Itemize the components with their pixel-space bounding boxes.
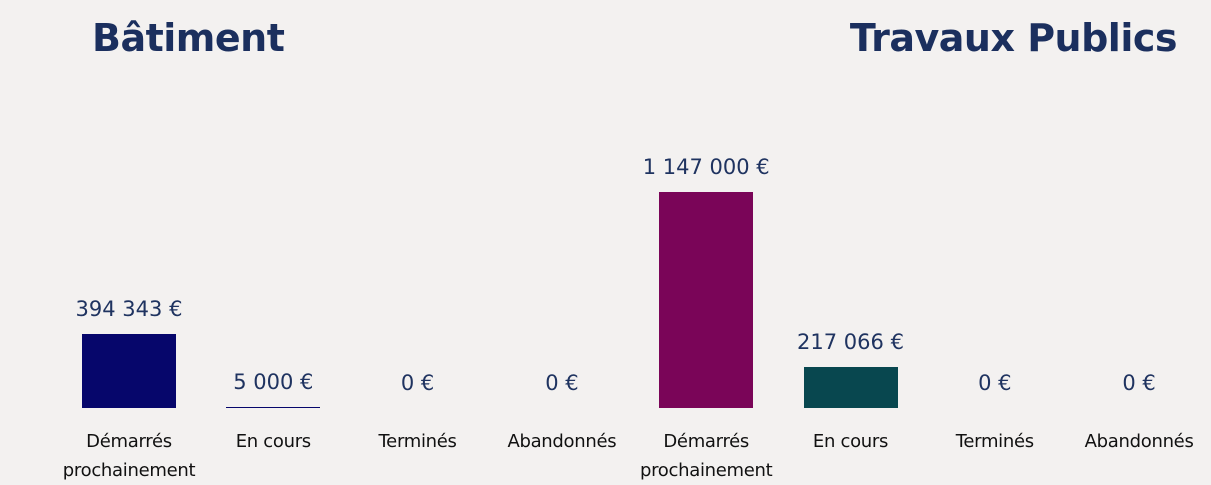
chart-title: Bâtiment <box>92 16 285 60</box>
value-label: 0 € <box>545 371 579 395</box>
category-label: Abandonnés <box>507 431 617 452</box>
bar <box>226 407 321 408</box>
value-label: 217 066 € <box>797 330 904 355</box>
category-label: En cours <box>235 431 312 452</box>
value-label: 0 € <box>1122 371 1156 395</box>
value-label: 0 € <box>978 371 1012 395</box>
bar <box>803 367 898 408</box>
category-label: Démarrés prochainement <box>639 431 773 481</box>
value-label: 5 000 € <box>233 370 314 395</box>
category-label: Démarrés prochainement <box>62 431 196 481</box>
bar <box>659 192 754 408</box>
bar <box>82 333 176 408</box>
category-label: Abandonnés <box>1084 431 1194 452</box>
value-label: 394 343 € <box>75 296 183 321</box>
category-label: En cours <box>812 431 889 452</box>
chart-title: Travaux Publics <box>849 16 1178 60</box>
value-label: 0 € <box>400 371 435 395</box>
category-label: Terminés <box>955 431 1034 452</box>
value-label: 1 147 000 € <box>642 155 770 179</box>
category-label: Terminés <box>378 431 457 452</box>
